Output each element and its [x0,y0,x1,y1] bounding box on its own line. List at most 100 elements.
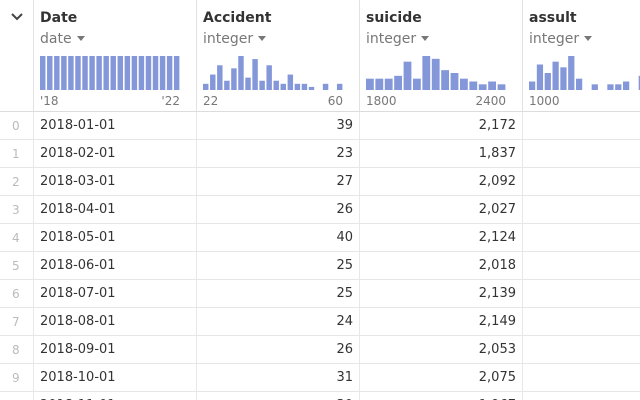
cell-date[interactable]: 2018-04-01 [34,196,197,224]
histogram-bar [560,67,567,90]
cell-suicide[interactable]: 1,967 [360,392,523,400]
range-min: 1800 [366,94,397,108]
cell-assult[interactable] [523,140,640,168]
histogram-bar [110,56,116,90]
cell-date[interactable]: 2018-10-01 [34,364,197,392]
cell-assult[interactable] [523,252,640,280]
cell-suicide[interactable]: 1,837 [360,140,523,168]
cell-accident[interactable]: 27 [197,168,360,196]
histogram-bar [568,56,575,90]
cell-accident[interactable]: 26 [197,196,360,224]
column-type-label: integer [529,31,580,47]
cell-suicide[interactable]: 2,092 [360,168,523,196]
histogram-bar [294,83,301,90]
cell-assult[interactable] [523,280,640,308]
row-index: 8 [0,336,34,364]
cell-assult[interactable] [523,224,640,252]
column-type-dropdown[interactable]: integer [203,31,267,47]
histogram-bar [203,83,209,90]
table-body: 0 2018-01-01 39 2,172 1 2018-02-01 23 1,837 2 201… [0,112,640,400]
cell-date[interactable]: 2018-06-01 [34,252,197,280]
column-type-dropdown[interactable]: integer [529,31,593,47]
histogram-bar [431,58,440,90]
cell-accident[interactable]: 24 [197,308,360,336]
histogram-bar [231,68,237,90]
cell-accident[interactable]: 26 [197,336,360,364]
histogram-bar [252,59,258,90]
cell-assult[interactable] [523,336,640,364]
column-header-suicide[interactable]: suicide integer 1800 2400 [360,0,523,112]
table-row[interactable]: 8 2018-09-01 26 2,053 [0,336,640,364]
cell-suicide[interactable]: 2,172 [360,112,523,140]
histogram-bar [152,56,159,90]
cell-suicide[interactable]: 2,018 [360,252,523,280]
cell-suicide[interactable]: 2,075 [360,364,523,392]
histogram-bar [89,56,95,90]
table-row[interactable]: 7 2018-08-01 24 2,149 [0,308,640,336]
cell-date[interactable]: 2018-02-01 [34,140,197,168]
collapse-toggle[interactable] [0,0,34,112]
column-type-label: integer [366,31,417,47]
row-index: 7 [0,308,34,336]
column-name: suicide [366,10,422,26]
column-header-accident[interactable]: Accident integer 22 60 [197,0,360,112]
column-header-date[interactable]: Date date '18 '22 [34,0,197,112]
table-row[interactable]: 5 2018-06-01 25 2,018 [0,252,640,280]
histogram-bar [280,83,286,90]
histogram-bar [469,81,478,90]
cell-accident[interactable]: 39 [197,112,360,140]
cell-date[interactable]: 2018-05-01 [34,224,197,252]
table-row[interactable]: 1 2018-02-01 23 1,837 [0,140,640,168]
cell-assult[interactable] [523,392,640,400]
table-row[interactable]: 4 2018-05-01 40 2,124 [0,224,640,252]
table-row[interactable]: 3 2018-04-01 26 2,027 [0,196,640,224]
histogram-bar [166,56,173,90]
cell-accident[interactable]: 30 [197,392,360,400]
cell-suicide[interactable]: 2,027 [360,196,523,224]
cell-accident[interactable]: 23 [197,140,360,168]
cell-date[interactable]: 2018-09-01 [34,336,197,364]
column-name: Accident [203,10,272,26]
cell-suicide[interactable]: 2,124 [360,224,523,252]
cell-date[interactable]: 2018-11-01 [34,392,197,400]
table-row[interactable]: 102018-11-01301,967 [0,392,640,400]
cell-date[interactable]: 2018-07-01 [34,280,197,308]
histogram-bar [124,56,131,90]
cell-date[interactable]: 2018-08-01 [34,308,197,336]
histogram-bar [82,56,88,90]
column-type-dropdown[interactable]: integer [366,31,430,47]
table-row[interactable]: 0 2018-01-01 39 2,172 [0,112,640,140]
cell-date[interactable]: 2018-01-01 [34,112,197,140]
cell-accident[interactable]: 40 [197,224,360,252]
cell-suicide[interactable]: 2,149 [360,308,523,336]
column-name: assult [529,10,577,26]
row-index: 5 [0,252,34,280]
cell-assult[interactable] [523,196,640,224]
histogram-bar [591,84,598,90]
cell-suicide[interactable]: 2,053 [360,336,523,364]
cell-date[interactable]: 2018-03-01 [34,168,197,196]
row-index: 2 [0,168,34,196]
cell-accident[interactable]: 25 [197,252,360,280]
histogram-bar [607,84,614,90]
column-type-dropdown[interactable]: date [40,31,85,47]
table-row[interactable]: 6 2018-07-01 25 2,139 [0,280,640,308]
histogram-bar [40,56,46,90]
cell-accident[interactable]: 31 [197,364,360,392]
table-row[interactable]: 9 2018-10-01 31 2,075 [0,364,640,392]
histogram-bar [384,78,393,90]
cell-assult[interactable] [523,364,640,392]
histogram-bar [131,56,138,90]
cell-assult[interactable] [523,308,640,336]
histogram-bar [117,56,123,90]
caret-down-icon [584,35,593,41]
chevron-down-icon [11,13,23,21]
range-min: '18 [40,94,59,108]
histogram-bar [394,75,402,90]
cell-assult[interactable] [523,112,640,140]
cell-assult[interactable] [523,168,640,196]
cell-suicide[interactable]: 2,139 [360,280,523,308]
table-row[interactable]: 2 2018-03-01 27 2,092 [0,168,640,196]
cell-accident[interactable]: 25 [197,280,360,308]
column-header-assult[interactable]: assult integer 1000 [523,0,640,112]
